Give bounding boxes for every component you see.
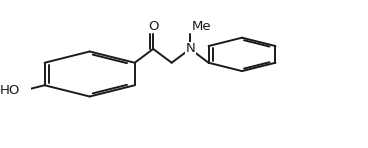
Text: N: N [185,42,195,55]
Text: O: O [148,20,159,33]
Text: Me: Me [192,20,212,33]
Text: HO: HO [0,84,20,97]
